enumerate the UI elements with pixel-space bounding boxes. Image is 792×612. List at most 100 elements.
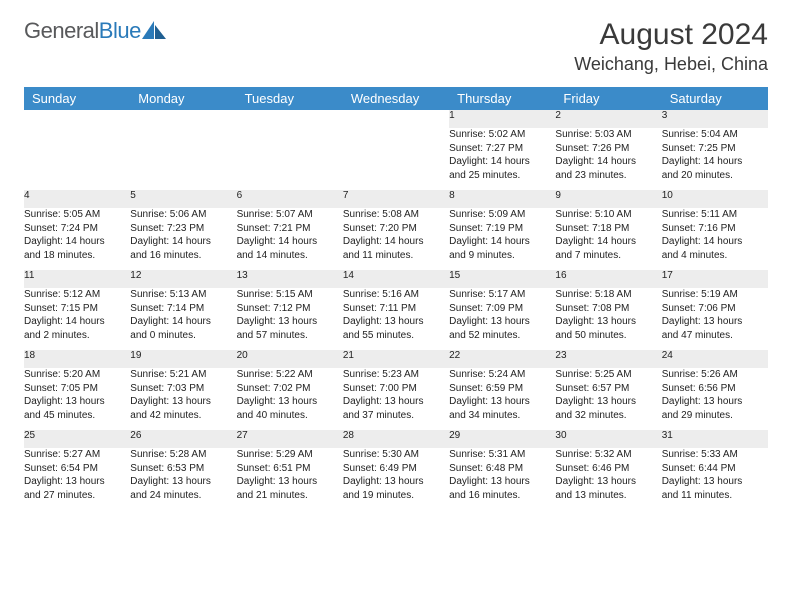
daylight-line-2: and 50 minutes. (555, 329, 661, 343)
daylight-line-2: and 11 minutes. (662, 489, 768, 503)
sunrise-line: Sunrise: 5:05 AM (24, 208, 130, 222)
day-number-cell (343, 110, 449, 128)
sunset-line: Sunset: 7:08 PM (555, 302, 661, 316)
day-body-cell: Sunrise: 5:16 AMSunset: 7:11 PMDaylight:… (343, 288, 449, 350)
sunset-line: Sunset: 7:27 PM (449, 142, 555, 156)
daylight-line-1: Daylight: 13 hours (24, 475, 130, 489)
sunrise-line: Sunrise: 5:10 AM (555, 208, 661, 222)
sunset-line: Sunset: 7:16 PM (662, 222, 768, 236)
day-body-cell: Sunrise: 5:25 AMSunset: 6:57 PMDaylight:… (555, 368, 661, 430)
sunrise-line: Sunrise: 5:11 AM (662, 208, 768, 222)
day-body-cell: Sunrise: 5:17 AMSunset: 7:09 PMDaylight:… (449, 288, 555, 350)
sunrise-line: Sunrise: 5:19 AM (662, 288, 768, 302)
daylight-line-1: Daylight: 13 hours (662, 395, 768, 409)
day-number-cell: 27 (237, 430, 343, 448)
sunset-line: Sunset: 7:00 PM (343, 382, 449, 396)
sunrise-line: Sunrise: 5:12 AM (24, 288, 130, 302)
page-header: GeneralBlue August 2024 Weichang, Hebei,… (24, 18, 768, 75)
daylight-line-1: Daylight: 14 hours (24, 315, 130, 329)
day-number-cell: 18 (24, 350, 130, 368)
daylight-line-1: Daylight: 14 hours (130, 235, 236, 249)
sunrise-line: Sunrise: 5:08 AM (343, 208, 449, 222)
sunrise-line: Sunrise: 5:29 AM (237, 448, 343, 462)
day-number-cell: 23 (555, 350, 661, 368)
sunset-line: Sunset: 7:24 PM (24, 222, 130, 236)
daylight-line-1: Daylight: 14 hours (662, 235, 768, 249)
daylight-line-1: Daylight: 13 hours (237, 475, 343, 489)
day-body-cell: Sunrise: 5:21 AMSunset: 7:03 PMDaylight:… (130, 368, 236, 430)
weekday-header: Wednesday (343, 87, 449, 110)
day-body-cell: Sunrise: 5:06 AMSunset: 7:23 PMDaylight:… (130, 208, 236, 270)
daylight-line-2: and 2 minutes. (24, 329, 130, 343)
day-number-row: 45678910 (24, 190, 768, 208)
sunset-line: Sunset: 6:51 PM (237, 462, 343, 476)
weekday-header: Tuesday (237, 87, 343, 110)
sunset-line: Sunset: 6:46 PM (555, 462, 661, 476)
daylight-line-2: and 32 minutes. (555, 409, 661, 423)
daylight-line-1: Daylight: 13 hours (449, 315, 555, 329)
day-number-row: 18192021222324 (24, 350, 768, 368)
daylight-line-1: Daylight: 13 hours (555, 475, 661, 489)
day-body-cell: Sunrise: 5:24 AMSunset: 6:59 PMDaylight:… (449, 368, 555, 430)
day-body-cell: Sunrise: 5:31 AMSunset: 6:48 PMDaylight:… (449, 448, 555, 510)
daylight-line-1: Daylight: 13 hours (343, 475, 449, 489)
day-number-cell: 4 (24, 190, 130, 208)
calendar-table: SundayMondayTuesdayWednesdayThursdayFrid… (24, 87, 768, 510)
sunrise-line: Sunrise: 5:18 AM (555, 288, 661, 302)
day-body-cell: Sunrise: 5:13 AMSunset: 7:14 PMDaylight:… (130, 288, 236, 350)
sunset-line: Sunset: 7:25 PM (662, 142, 768, 156)
month-title: August 2024 (574, 18, 768, 52)
weekday-header: Thursday (449, 87, 555, 110)
daylight-line-1: Daylight: 13 hours (449, 395, 555, 409)
sunset-line: Sunset: 7:15 PM (24, 302, 130, 316)
day-body-cell: Sunrise: 5:32 AMSunset: 6:46 PMDaylight:… (555, 448, 661, 510)
daylight-line-1: Daylight: 13 hours (662, 315, 768, 329)
sunset-line: Sunset: 6:44 PM (662, 462, 768, 476)
sunset-line: Sunset: 6:57 PM (555, 382, 661, 396)
day-number-row: 11121314151617 (24, 270, 768, 288)
daylight-line-2: and 14 minutes. (237, 249, 343, 263)
weekday-header: Sunday (24, 87, 130, 110)
sunset-line: Sunset: 7:12 PM (237, 302, 343, 316)
daylight-line-2: and 55 minutes. (343, 329, 449, 343)
weekday-header: Monday (130, 87, 236, 110)
sunrise-line: Sunrise: 5:20 AM (24, 368, 130, 382)
day-number-row: 123 (24, 110, 768, 128)
sunrise-line: Sunrise: 5:30 AM (343, 448, 449, 462)
logo: GeneralBlue (24, 18, 167, 44)
logo-text-gray: General (24, 18, 99, 43)
sunset-line: Sunset: 7:05 PM (24, 382, 130, 396)
sunset-line: Sunset: 7:03 PM (130, 382, 236, 396)
logo-text-blue: Blue (99, 18, 141, 43)
daylight-line-1: Daylight: 13 hours (662, 475, 768, 489)
day-body-row: Sunrise: 5:02 AMSunset: 7:27 PMDaylight:… (24, 128, 768, 190)
day-body-cell: Sunrise: 5:07 AMSunset: 7:21 PMDaylight:… (237, 208, 343, 270)
sunset-line: Sunset: 7:20 PM (343, 222, 449, 236)
day-number-cell: 28 (343, 430, 449, 448)
sunrise-line: Sunrise: 5:15 AM (237, 288, 343, 302)
daylight-line-2: and 19 minutes. (343, 489, 449, 503)
sunset-line: Sunset: 7:19 PM (449, 222, 555, 236)
sunset-line: Sunset: 7:26 PM (555, 142, 661, 156)
day-number-cell: 14 (343, 270, 449, 288)
sunset-line: Sunset: 7:06 PM (662, 302, 768, 316)
daylight-line-2: and 24 minutes. (130, 489, 236, 503)
sunrise-line: Sunrise: 5:31 AM (449, 448, 555, 462)
daylight-line-2: and 40 minutes. (237, 409, 343, 423)
sunrise-line: Sunrise: 5:17 AM (449, 288, 555, 302)
daylight-line-1: Daylight: 14 hours (24, 235, 130, 249)
calendar-header-row: SundayMondayTuesdayWednesdayThursdayFrid… (24, 87, 768, 110)
day-number-cell (24, 110, 130, 128)
daylight-line-2: and 11 minutes. (343, 249, 449, 263)
calendar-body: 123Sunrise: 5:02 AMSunset: 7:27 PMDaylig… (24, 110, 768, 510)
daylight-line-1: Daylight: 14 hours (343, 235, 449, 249)
sunrise-line: Sunrise: 5:23 AM (343, 368, 449, 382)
sunrise-line: Sunrise: 5:21 AM (130, 368, 236, 382)
daylight-line-2: and 37 minutes. (343, 409, 449, 423)
daylight-line-2: and 13 minutes. (555, 489, 661, 503)
day-number-cell: 12 (130, 270, 236, 288)
logo-text: GeneralBlue (24, 18, 141, 44)
daylight-line-1: Daylight: 14 hours (555, 155, 661, 169)
daylight-line-1: Daylight: 14 hours (555, 235, 661, 249)
day-body-cell: Sunrise: 5:30 AMSunset: 6:49 PMDaylight:… (343, 448, 449, 510)
